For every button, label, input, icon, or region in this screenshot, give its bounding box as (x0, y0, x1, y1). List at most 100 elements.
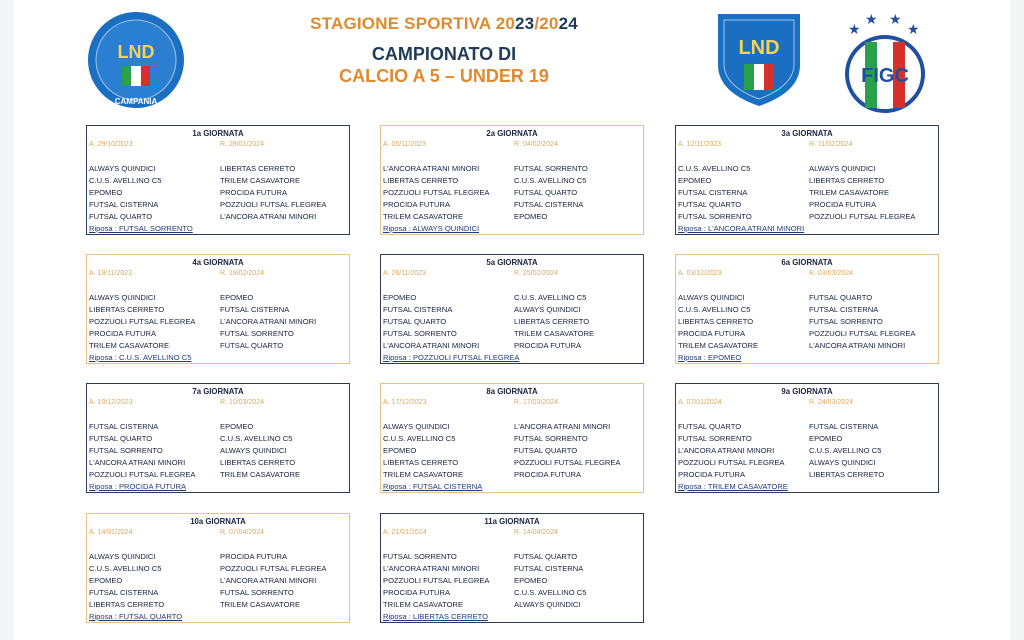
away-team: C.U.S. AVELLINO C5 (809, 446, 882, 455)
home-team: FUTSAL QUARTO (89, 434, 153, 443)
svg-text:★: ★ (907, 21, 920, 37)
home-team: L'ANCORA ATRANI MINORI (383, 341, 480, 350)
home-team: POZZUOLI FUTSAL FLEGREA (89, 317, 196, 326)
home-team: FUTSAL CISTERNA (678, 188, 748, 197)
home-team: LIBERTAS CERRETO (383, 176, 459, 185)
away-team: FUTSAL CISTERNA (514, 564, 584, 573)
away-team: FUTSAL QUARTO (514, 446, 578, 455)
season-title: STAGIONE SPORTIVA 2023/2024 (310, 14, 578, 33)
svg-text:FIGC: FIGC (861, 65, 909, 87)
away-team: EPOMEO (809, 434, 843, 443)
home-team: PROCIDA FUTURA (678, 470, 746, 479)
giornata-title: 1a GIORNATA (192, 129, 244, 138)
away-team: TRILEM CASAVATORE (514, 329, 595, 338)
away-team: TRILEM CASAVATORE (809, 188, 890, 197)
giornata-card: 7a GIORNATA A. 10/12/2023 R. 10/03/2024 FUT… (86, 383, 350, 493)
giornata-title: 6a GIORNATA (781, 258, 833, 267)
home-team: EPOMEO (89, 576, 123, 585)
home-team: C.U.S. AVELLINO C5 (89, 564, 162, 573)
ritorno-date: R. 28/01/2024 (220, 141, 264, 148)
home-team: FUTSAL CISTERNA (89, 588, 159, 597)
riposo-label: Riposa : ALWAYS QUINDICI (383, 224, 480, 233)
giornata-title: 11a GIORNATA (484, 517, 540, 526)
home-team: C.U.S. AVELLINO C5 (678, 164, 751, 173)
away-team: POZZUOLI FUTSAL FLEGREA (514, 458, 621, 467)
home-team: FUTSAL QUARTO (678, 422, 742, 431)
riposo-label: Riposa : TRILEM CASAVATORE (678, 482, 788, 491)
andata-date: A. 07/01/2024 (678, 399, 722, 406)
home-team: EPOMEO (678, 176, 712, 185)
away-team: LIBERTAS CERRETO (809, 176, 885, 185)
home-team: TRILEM CASAVATORE (678, 341, 759, 350)
championship-title: CAMPIONATO DI (371, 44, 517, 64)
away-team: FUTSAL SORRENTO (220, 588, 294, 597)
home-team: ALWAYS QUINDICI (383, 422, 450, 431)
home-team: LIBERTAS CERRETO (89, 305, 165, 314)
home-team: EPOMEO (89, 188, 123, 197)
ritorno-date: R. 04/02/2024 (514, 141, 558, 148)
away-team: L'ANCORA ATRANI MINORI (809, 341, 906, 350)
svg-text:CAMPANIA: CAMPANIA (115, 97, 158, 106)
andata-date: A. 21/01/2024 (383, 529, 427, 536)
ritorno-date: R. 18/02/2024 (220, 270, 264, 277)
giornata-title: 8a GIORNATA (486, 387, 538, 396)
giornata-card: 9a GIORNATA A. 07/01/2024 R. 24/03/2024 FUT… (675, 383, 939, 493)
home-team: ALWAYS QUINDICI (678, 293, 745, 302)
giornata-title: 9a GIORNATA (781, 387, 833, 396)
home-team: FUTSAL CISTERNA (383, 305, 453, 314)
home-team: FUTSAL SORRENTO (383, 552, 457, 561)
home-team: PROCIDA FUTURA (383, 200, 451, 209)
away-team: PROCIDA FUTURA (514, 341, 582, 350)
away-team: LIBERTAS CERRETO (220, 458, 296, 467)
andata-date: A. 17/12/2023 (383, 399, 427, 406)
giornata-card: 10a GIORNATA A. 14/01/2024 R. 07/04/2024 AL… (86, 513, 350, 623)
ritorno-date: R. 11/02/2024 (809, 141, 853, 148)
away-team: L'ANCORA ATRANI MINORI (220, 212, 317, 221)
away-team: EPOMEO (514, 576, 548, 585)
riposo-label: Riposa : PROCIDA FUTURA (89, 482, 187, 491)
home-team: FUTSAL QUARTO (678, 200, 742, 209)
away-team: POZZUOLI FUTSAL FLEGREA (220, 564, 327, 573)
away-team: FUTSAL SORRENTO (809, 317, 883, 326)
schedule-sheet: LND CAMPANIA STAGIONE SPORTIVA 2023/2024… (14, 0, 1010, 640)
riposo-label: Riposa : POZZUOLI FUTSAL FLEGREA (383, 353, 520, 362)
away-team: ALWAYS QUINDICI (809, 458, 876, 467)
away-team: ALWAYS QUINDICI (514, 600, 581, 609)
home-team: PROCIDA FUTURA (89, 329, 157, 338)
ritorno-date: R. 24/03/2024 (809, 399, 853, 406)
away-team: PROCIDA FUTURA (514, 470, 582, 479)
away-team: FUTSAL CISTERNA (220, 305, 290, 314)
away-team: TRILEM CASAVATORE (220, 600, 301, 609)
ritorno-date: R. 25/02/2024 (514, 270, 558, 277)
away-team: C.U.S. AVELLINO C5 (514, 293, 587, 302)
away-team: LIBERTAS CERRETO (809, 470, 885, 479)
giornata-title: 2a GIORNATA (486, 129, 538, 138)
away-team: POZZUOLI FUTSAL FLEGREA (809, 329, 916, 338)
home-team: FUTSAL SORRENTO (678, 434, 752, 443)
home-team: ALWAYS QUINDICI (89, 164, 156, 173)
riposo-label: Riposa : FUTSAL CISTERNA (383, 482, 483, 491)
away-team: C.U.S. AVELLINO C5 (514, 588, 587, 597)
home-team: FUTSAL CISTERNA (89, 422, 159, 431)
home-team: C.U.S. AVELLINO C5 (383, 434, 456, 443)
riposo-label: Riposa : FUTSAL QUARTO (89, 612, 183, 621)
home-team: POZZUOLI FUTSAL FLEGREA (89, 470, 196, 479)
home-team: L'ANCORA ATRANI MINORI (89, 458, 186, 467)
away-team: POZZUOLI FUTSAL FLEGREA (220, 200, 327, 209)
andata-date: A. 14/01/2024 (89, 529, 133, 536)
away-team: ALWAYS QUINDICI (514, 305, 581, 314)
away-team: L'ANCORA ATRANI MINORI (514, 422, 611, 431)
giornata-card: 8a GIORNATA A. 17/12/2023 R. 17/03/2024 ALW… (380, 383, 644, 493)
andata-date: A. 19/11/2023 (89, 270, 133, 277)
giornata-card: 1a GIORNATA A. 29/10/2023 R. 28/01/2024 ALW… (86, 125, 350, 235)
home-team: LIBERTAS CERRETO (89, 600, 165, 609)
riposo-label: Riposa : C.U.S. AVELLINO C5 (89, 353, 192, 362)
giornata-card: 2a GIORNATA A. 05/11/2023 R. 04/02/2024 L'A… (380, 125, 644, 235)
away-team: PROCIDA FUTURA (220, 188, 288, 197)
lnd-shield-logo: LND (718, 14, 800, 106)
away-team: EPOMEO (220, 422, 254, 431)
ritorno-date: R. 17/03/2024 (514, 399, 558, 406)
home-team: TRILEM CASAVATORE (383, 212, 464, 221)
away-team: FUTSAL QUARTO (809, 293, 873, 302)
giornata-title: 5a GIORNATA (486, 258, 538, 267)
